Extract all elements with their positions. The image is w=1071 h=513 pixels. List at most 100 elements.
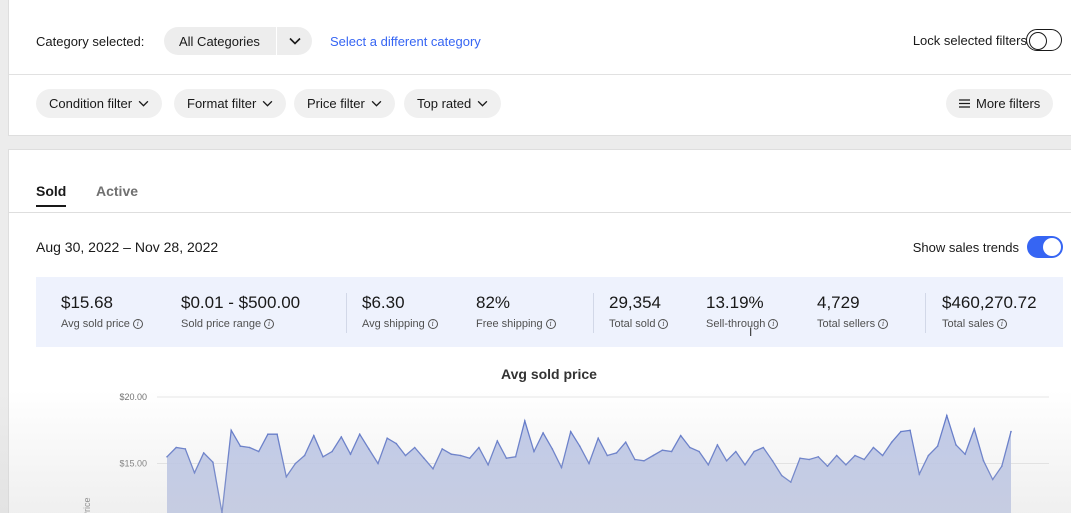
- date-range: Aug 30, 2022 – Nov 28, 2022: [36, 239, 219, 255]
- stat-label: Free shipping: [476, 318, 543, 330]
- info-icon[interactable]: i: [132, 319, 143, 329]
- filter-panel: Category selected: All Categories Select…: [8, 0, 1071, 136]
- data-point: [459, 454, 462, 457]
- data-point: [349, 453, 352, 455]
- data-point: [175, 446, 177, 449]
- data-point: [551, 448, 554, 450]
- info-icon[interactable]: i: [658, 319, 669, 329]
- stat-value: $6.30: [362, 293, 405, 312]
- data-point: [395, 442, 398, 445]
- data-point: [248, 446, 251, 449]
- tab-divider: [9, 212, 1071, 213]
- tab-active[interactable]: Active: [96, 183, 139, 199]
- data-point: [835, 454, 838, 457]
- chevron-down-icon[interactable]: [277, 37, 312, 45]
- data-point: [340, 436, 343, 438]
- data-point: [230, 429, 232, 432]
- stat-avg-shipping: $6.30 Avg shipping i: [362, 293, 438, 330]
- stat-avg-sold-price: $15.68 Avg sold price i: [61, 293, 143, 330]
- condition-filter-chip[interactable]: Condition filter: [36, 89, 163, 118]
- select-category-link[interactable]: Select a different category: [330, 34, 481, 49]
- data-point: [964, 453, 966, 455]
- info-icon[interactable]: i: [427, 319, 438, 329]
- stat-label: Total sellers: [817, 318, 876, 330]
- info-icon[interactable]: i: [264, 319, 275, 329]
- data-point: [634, 458, 636, 461]
- data-point: [689, 446, 691, 449]
- data-point: [624, 441, 627, 443]
- data-point: [239, 445, 242, 447]
- data-point: [313, 434, 315, 437]
- data-point: [946, 414, 948, 417]
- data-point: [615, 452, 618, 454]
- data-point: [799, 457, 801, 459]
- data-point: [533, 450, 535, 453]
- sales-trends-label: Show sales trends: [912, 240, 1019, 255]
- data-point: [845, 464, 847, 466]
- chip-label: Format filter: [187, 96, 257, 111]
- data-point: [927, 454, 930, 457]
- sales-trends-toggle[interactable]: [1027, 236, 1063, 258]
- tab-sold[interactable]: Sold: [36, 183, 67, 207]
- chevron-down-icon: [371, 100, 382, 107]
- stat-sell-through: 13.19% Sell-through i: [706, 293, 779, 330]
- data-point: [606, 454, 609, 457]
- info-icon[interactable]: i: [878, 319, 889, 329]
- stats-divider: [593, 293, 594, 333]
- data-point: [184, 448, 187, 450]
- data-point: [973, 428, 976, 430]
- data-point: [322, 456, 324, 458]
- y-tick-label: $20.00: [119, 392, 147, 402]
- data-point: [670, 450, 673, 453]
- stat-value: 13.19%: [706, 293, 764, 312]
- dropdown-divider: [276, 27, 277, 55]
- data-point: [294, 462, 297, 465]
- data-point: [505, 457, 508, 459]
- data-point: [780, 474, 783, 477]
- data-point: [202, 452, 205, 454]
- format-filter-chip[interactable]: Format filter: [174, 89, 287, 118]
- data-point: [514, 456, 517, 458]
- y-tick-label: $15.00: [119, 459, 147, 469]
- data-point: [413, 446, 416, 449]
- chart-title: Avg sold price: [501, 366, 597, 382]
- data-point: [808, 458, 810, 461]
- stat-value: $0.01 - $500.00: [181, 293, 301, 312]
- chip-label: Condition filter: [49, 96, 133, 111]
- stats-divider: [346, 293, 347, 333]
- stats-divider: [925, 293, 926, 333]
- chevron-down-icon: [138, 100, 149, 107]
- data-point: [257, 450, 260, 453]
- top-rated-chip[interactable]: Top rated: [404, 89, 502, 118]
- chevron-down-icon: [262, 100, 273, 107]
- lock-filters-label: Lock selected filters: [912, 33, 1027, 48]
- data-point: [450, 453, 453, 455]
- data-point: [368, 448, 370, 450]
- data-point: [744, 464, 746, 466]
- data-point: [753, 450, 755, 453]
- data-point: [331, 450, 333, 453]
- data-point: [872, 446, 875, 449]
- data-point: [982, 460, 985, 462]
- data-point: [496, 440, 499, 442]
- stat-free-shipping: 82% Free shipping i: [476, 293, 556, 330]
- info-icon[interactable]: i: [545, 319, 556, 329]
- category-dropdown[interactable]: All Categories: [164, 27, 312, 55]
- stat-label: Avg sold price: [61, 318, 130, 330]
- data-point: [193, 472, 196, 474]
- chevron-down-icon: [477, 100, 488, 107]
- more-filters-label: More filters: [976, 96, 1041, 111]
- stat-total-sellers: 4,729 Total sellers i: [817, 293, 889, 330]
- data-point: [579, 445, 581, 447]
- stat-label: Sell-through: [706, 318, 766, 330]
- category-label: Category selected:: [36, 34, 145, 49]
- data-point: [735, 450, 737, 453]
- lock-filters-toggle[interactable]: [1026, 29, 1062, 51]
- info-icon[interactable]: i: [996, 319, 1007, 329]
- more-filters-button[interactable]: More filters: [946, 89, 1054, 118]
- data-point: [698, 450, 700, 453]
- price-filter-chip[interactable]: Price filter: [294, 89, 395, 118]
- info-icon[interactable]: i: [768, 319, 779, 329]
- data-point: [377, 462, 379, 465]
- category-row: Category selected: All Categories Select…: [9, 0, 1071, 75]
